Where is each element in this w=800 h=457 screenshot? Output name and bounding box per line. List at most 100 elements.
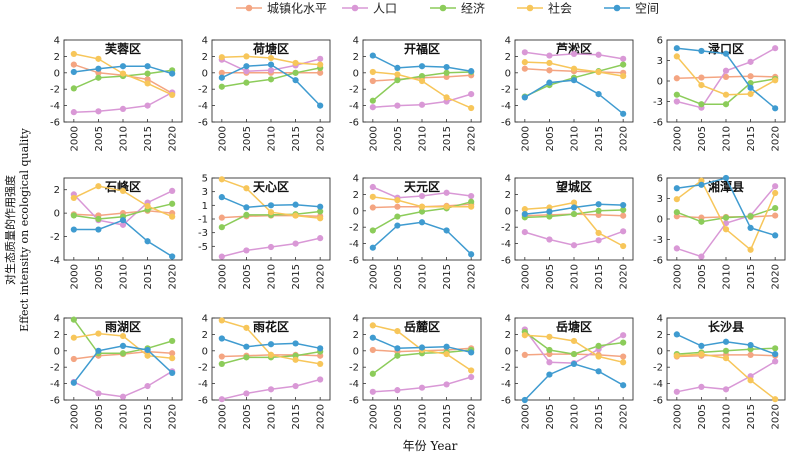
data-point-econ bbox=[772, 204, 779, 212]
data-point-space bbox=[443, 227, 450, 234]
data-point-soc bbox=[70, 50, 77, 58]
y-tick-label: -2 bbox=[501, 223, 511, 234]
x-tick-label: 2020 bbox=[619, 404, 630, 429]
data-point-soc bbox=[218, 176, 225, 183]
x-tick-label: 2000 bbox=[368, 126, 379, 151]
data-point-soc bbox=[620, 242, 627, 250]
data-point-space bbox=[243, 204, 250, 211]
y-tick-label: -2 bbox=[198, 85, 208, 96]
y-tick-label: 5 bbox=[202, 174, 208, 185]
series-soc bbox=[521, 332, 627, 366]
data-point-urban bbox=[369, 346, 376, 354]
series-pop bbox=[369, 373, 475, 395]
data-point-econ bbox=[292, 69, 299, 76]
x-tick-label: 2015 bbox=[442, 264, 453, 289]
data-point-space bbox=[698, 181, 705, 188]
data-point-space bbox=[243, 343, 250, 350]
data-point-soc bbox=[521, 332, 528, 339]
series-space bbox=[673, 331, 779, 358]
series-space bbox=[673, 45, 779, 112]
data-point-pop bbox=[772, 358, 779, 365]
x-tick-label: 2000 bbox=[368, 264, 379, 289]
data-point-space bbox=[620, 201, 627, 209]
panel-title: 天元区 bbox=[404, 180, 440, 194]
data-point-econ bbox=[468, 198, 475, 205]
panel-title: 长沙县 bbox=[708, 319, 744, 334]
series-soc bbox=[673, 350, 779, 403]
data-point-pop bbox=[443, 189, 450, 196]
data-point-soc bbox=[169, 355, 176, 362]
data-point-soc bbox=[119, 187, 127, 194]
y-tick-label: 3 bbox=[657, 56, 663, 67]
data-point-space bbox=[620, 110, 627, 117]
data-point-pop bbox=[119, 105, 127, 112]
data-point-soc bbox=[747, 246, 754, 253]
y-tick-label: -6 bbox=[349, 118, 359, 129]
x-tick-label: 2005 bbox=[393, 264, 404, 289]
x-tick-label: 2000 bbox=[217, 404, 228, 429]
data-point-pop bbox=[620, 55, 627, 62]
series-line-econ bbox=[676, 78, 776, 105]
x-tick-label: 2010 bbox=[119, 264, 130, 289]
series-pop bbox=[521, 228, 627, 249]
data-point-urban bbox=[620, 212, 627, 219]
data-point-econ bbox=[70, 85, 77, 92]
data-point-soc bbox=[620, 359, 627, 366]
y-tick-label: 4 bbox=[353, 314, 359, 325]
data-point-econ bbox=[722, 214, 730, 221]
series-soc bbox=[70, 330, 176, 362]
data-point-econ bbox=[243, 211, 250, 218]
x-tick-label: 2010 bbox=[570, 126, 581, 151]
x-tick-label: 2020 bbox=[619, 264, 630, 289]
x-tick-label: 2000 bbox=[520, 264, 531, 289]
data-point-pop bbox=[595, 51, 602, 58]
x-tick-label: 2005 bbox=[242, 126, 253, 151]
panel-title: 石峰区 bbox=[104, 179, 141, 194]
panel-title: 岳麓区 bbox=[404, 319, 440, 334]
data-point-space bbox=[70, 68, 77, 76]
y-tick-label: -2 bbox=[653, 363, 663, 374]
series-pop bbox=[70, 89, 176, 116]
data-point-soc bbox=[546, 333, 553, 340]
y-tick-label: 0 bbox=[54, 209, 60, 220]
y-tick-label: -3 bbox=[198, 228, 208, 239]
data-point-space bbox=[267, 61, 275, 68]
data-point-soc bbox=[443, 94, 450, 101]
x-tick-label: 2010 bbox=[119, 126, 130, 151]
data-point-urban bbox=[394, 203, 401, 210]
x-tick-label: 2015 bbox=[442, 404, 453, 429]
y-tick-label: -4 bbox=[50, 101, 60, 112]
series-space bbox=[218, 61, 324, 109]
legend-label-urban: 城镇化水平 bbox=[267, 2, 327, 16]
data-point-pop bbox=[169, 187, 176, 194]
data-point-econ bbox=[595, 207, 602, 214]
data-point-urban bbox=[521, 351, 528, 358]
series-econ bbox=[521, 206, 627, 221]
panel-15: 长沙县 -6 -4 -2 0 2 4 2000 2005 2010 2015 2020 bbox=[653, 314, 786, 429]
data-point-soc bbox=[772, 396, 779, 403]
y-tick-label: 0 bbox=[353, 346, 359, 357]
panel-title: 湘潭县 bbox=[708, 179, 744, 194]
data-point-econ bbox=[369, 227, 376, 234]
series-soc bbox=[369, 68, 475, 112]
y-tick-label: -4 bbox=[653, 379, 663, 390]
data-point-pop bbox=[369, 183, 376, 191]
data-point-pop bbox=[673, 388, 680, 395]
data-point-urban bbox=[218, 214, 225, 221]
series-soc bbox=[521, 59, 627, 80]
legend-item-pop: 人口 bbox=[342, 2, 397, 16]
y-tick-label: 0 bbox=[353, 68, 359, 79]
data-point-space bbox=[95, 65, 102, 72]
data-point-space bbox=[394, 64, 401, 71]
panel-title: 天心区 bbox=[253, 180, 289, 194]
data-point-space bbox=[218, 194, 225, 201]
data-point-soc bbox=[243, 185, 250, 192]
data-point-space bbox=[119, 342, 127, 349]
data-point-soc bbox=[218, 317, 225, 324]
x-tick-label: 2010 bbox=[570, 404, 581, 429]
data-point-space bbox=[70, 226, 77, 233]
y-tick-label: -2 bbox=[349, 85, 359, 96]
data-point-econ bbox=[546, 213, 553, 220]
data-point-pop bbox=[521, 229, 528, 236]
data-point-soc bbox=[468, 104, 475, 112]
